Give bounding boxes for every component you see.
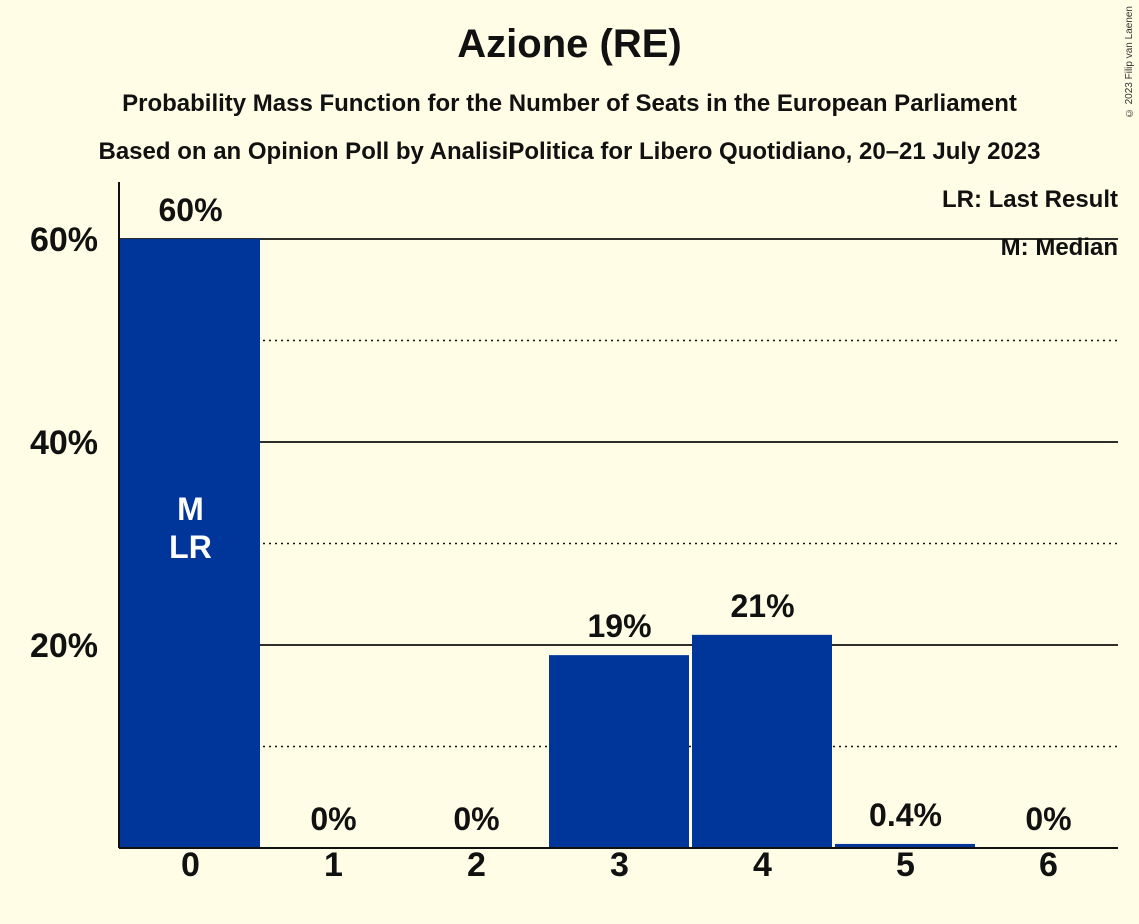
y-tick-label-1: 40% [30, 424, 98, 462]
bar-3 [549, 655, 689, 848]
x-tick-label-2: 2 [467, 846, 486, 884]
data-label-5: 0.4% [869, 797, 942, 833]
data-label-1: 0% [310, 801, 356, 837]
x-tick-label-5: 5 [896, 846, 915, 884]
legend-last-result: LR: Last Result [941, 186, 1118, 213]
bar-0 [120, 239, 260, 848]
data-label-4: 21% [730, 588, 794, 624]
bar-4 [692, 634, 832, 848]
chart-subtitle-source: Based on an Opinion Poll by AnalisiPolit… [98, 138, 1041, 165]
bar-5 [835, 843, 975, 848]
x-tick-label-6: 6 [1039, 846, 1058, 884]
bar-annotation-0-1: LR [169, 529, 212, 565]
x-tick-label-0: 0 [181, 846, 200, 884]
data-label-6: 0% [1025, 801, 1071, 837]
data-label-3: 19% [587, 608, 651, 644]
x-tick-label-4: 4 [753, 846, 772, 884]
bar-annotation-0-0: M [177, 491, 204, 527]
x-tick-label-3: 3 [610, 846, 629, 884]
chart-subtitle: Probability Mass Function for the Number… [122, 90, 1017, 117]
y-tick-label-2: 60% [30, 221, 98, 259]
data-label-0: 60% [158, 192, 222, 228]
data-label-2: 0% [453, 801, 499, 837]
x-tick-label-1: 1 [324, 846, 343, 884]
chart-title: Azione (RE) [457, 22, 682, 66]
y-tick-label-0: 20% [30, 627, 98, 665]
